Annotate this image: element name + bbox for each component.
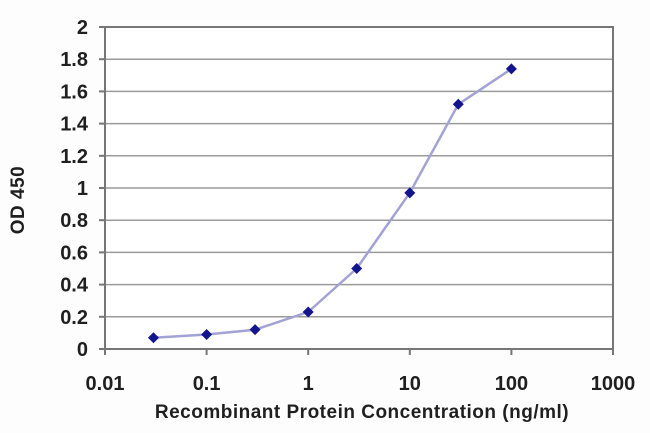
y-tick-label: 0.8 xyxy=(60,210,88,232)
y-tick-label: 0.2 xyxy=(60,307,88,329)
data-point-marker xyxy=(505,63,517,75)
x-tick-label: 0.01 xyxy=(86,373,125,395)
data-point-marker xyxy=(201,329,213,341)
data-point-marker xyxy=(147,332,159,344)
data-point-marker xyxy=(404,187,416,199)
y-tick-label: 0 xyxy=(77,339,88,361)
data-series-group xyxy=(147,63,517,344)
y-tick-label: 0.4 xyxy=(60,275,89,297)
y-tick-label: 1 xyxy=(77,178,88,200)
x-tick-label: 10 xyxy=(399,373,421,395)
gridlines-group xyxy=(105,27,613,349)
data-point-marker xyxy=(351,263,363,274)
x-tick-label: 1000 xyxy=(591,373,636,395)
y-axis-title: OD 450 xyxy=(8,166,29,234)
y-tick-label: 1.8 xyxy=(60,49,88,71)
data-point-marker xyxy=(249,324,261,336)
x-tick-label: 1 xyxy=(303,373,314,395)
data-point-marker xyxy=(452,98,464,110)
y-tick-label: 0.6 xyxy=(60,242,88,264)
axes-group xyxy=(99,26,614,355)
y-tick-label: 1.6 xyxy=(60,81,88,103)
y-tick-label: 1.4 xyxy=(60,114,89,136)
y-tick-label: 2 xyxy=(77,17,88,39)
series-line xyxy=(152,67,513,339)
x-tick-label: 0.1 xyxy=(193,373,221,395)
x-axis-title: Recombinant Protein Concentration (ng/ml… xyxy=(155,402,569,423)
tick-labels-group: 0.01 0.1 1 10 100 1000 0 0.2 0.4 0.6 0.8 1 1.2 1.4 1.6… xyxy=(60,17,635,395)
y-tick-label: 1.2 xyxy=(60,146,88,168)
x-tick-label: 100 xyxy=(495,373,528,395)
data-point-marker xyxy=(302,306,314,318)
